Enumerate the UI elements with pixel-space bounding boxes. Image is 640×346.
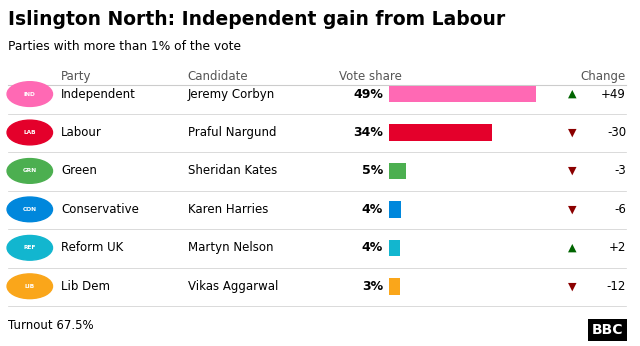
- Text: ▼: ▼: [568, 127, 577, 137]
- Text: 4%: 4%: [362, 203, 383, 216]
- Text: Change: Change: [581, 70, 626, 83]
- Text: Karen Harries: Karen Harries: [188, 203, 268, 216]
- Text: LIB: LIB: [25, 284, 35, 289]
- Text: Independent: Independent: [61, 88, 136, 101]
- Text: Reform UK: Reform UK: [61, 241, 124, 254]
- FancyBboxPatch shape: [390, 86, 536, 102]
- Text: IND: IND: [24, 92, 36, 97]
- FancyBboxPatch shape: [390, 163, 406, 179]
- FancyBboxPatch shape: [390, 201, 401, 218]
- Circle shape: [7, 236, 52, 260]
- Text: +49: +49: [601, 88, 626, 101]
- Text: Candidate: Candidate: [188, 70, 248, 83]
- Circle shape: [7, 120, 52, 145]
- Text: Vikas Aggarwal: Vikas Aggarwal: [188, 280, 278, 293]
- Text: GRN: GRN: [23, 169, 37, 173]
- Text: Praful Nargund: Praful Nargund: [188, 126, 276, 139]
- Text: 34%: 34%: [353, 126, 383, 139]
- Text: REF: REF: [24, 245, 36, 250]
- Text: Turnout 67.5%: Turnout 67.5%: [8, 319, 93, 332]
- Text: ▼: ▼: [568, 204, 577, 215]
- Text: 49%: 49%: [353, 88, 383, 101]
- FancyBboxPatch shape: [390, 239, 400, 256]
- Text: Martyn Nelson: Martyn Nelson: [188, 241, 273, 254]
- Text: -6: -6: [614, 203, 626, 216]
- Text: -12: -12: [607, 280, 626, 293]
- Circle shape: [7, 274, 52, 299]
- Text: LAB: LAB: [24, 130, 36, 135]
- Text: Green: Green: [61, 164, 97, 177]
- Text: Conservative: Conservative: [61, 203, 140, 216]
- Text: CON: CON: [23, 207, 36, 212]
- Text: ▲: ▲: [568, 243, 577, 253]
- Text: +2: +2: [609, 241, 626, 254]
- Text: ▼: ▼: [568, 281, 577, 291]
- Text: Jeremy Corbyn: Jeremy Corbyn: [188, 88, 275, 101]
- Text: Labour: Labour: [61, 126, 102, 139]
- Text: ▲: ▲: [568, 89, 577, 99]
- Text: Vote share: Vote share: [339, 70, 402, 83]
- Text: Lib Dem: Lib Dem: [61, 280, 110, 293]
- Text: Islington North: Independent gain from Labour: Islington North: Independent gain from L…: [8, 10, 505, 29]
- Text: BBC: BBC: [591, 323, 623, 337]
- FancyBboxPatch shape: [390, 278, 399, 294]
- Text: Parties with more than 1% of the vote: Parties with more than 1% of the vote: [8, 40, 241, 53]
- Circle shape: [7, 158, 52, 183]
- Text: ▼: ▼: [568, 166, 577, 176]
- Text: 3%: 3%: [362, 280, 383, 293]
- Text: Party: Party: [61, 70, 92, 83]
- Text: -30: -30: [607, 126, 626, 139]
- Text: -3: -3: [614, 164, 626, 177]
- FancyBboxPatch shape: [390, 124, 492, 141]
- Text: Sheridan Kates: Sheridan Kates: [188, 164, 276, 177]
- Text: 4%: 4%: [362, 241, 383, 254]
- Text: 5%: 5%: [362, 164, 383, 177]
- Circle shape: [7, 82, 52, 107]
- Circle shape: [7, 197, 52, 222]
